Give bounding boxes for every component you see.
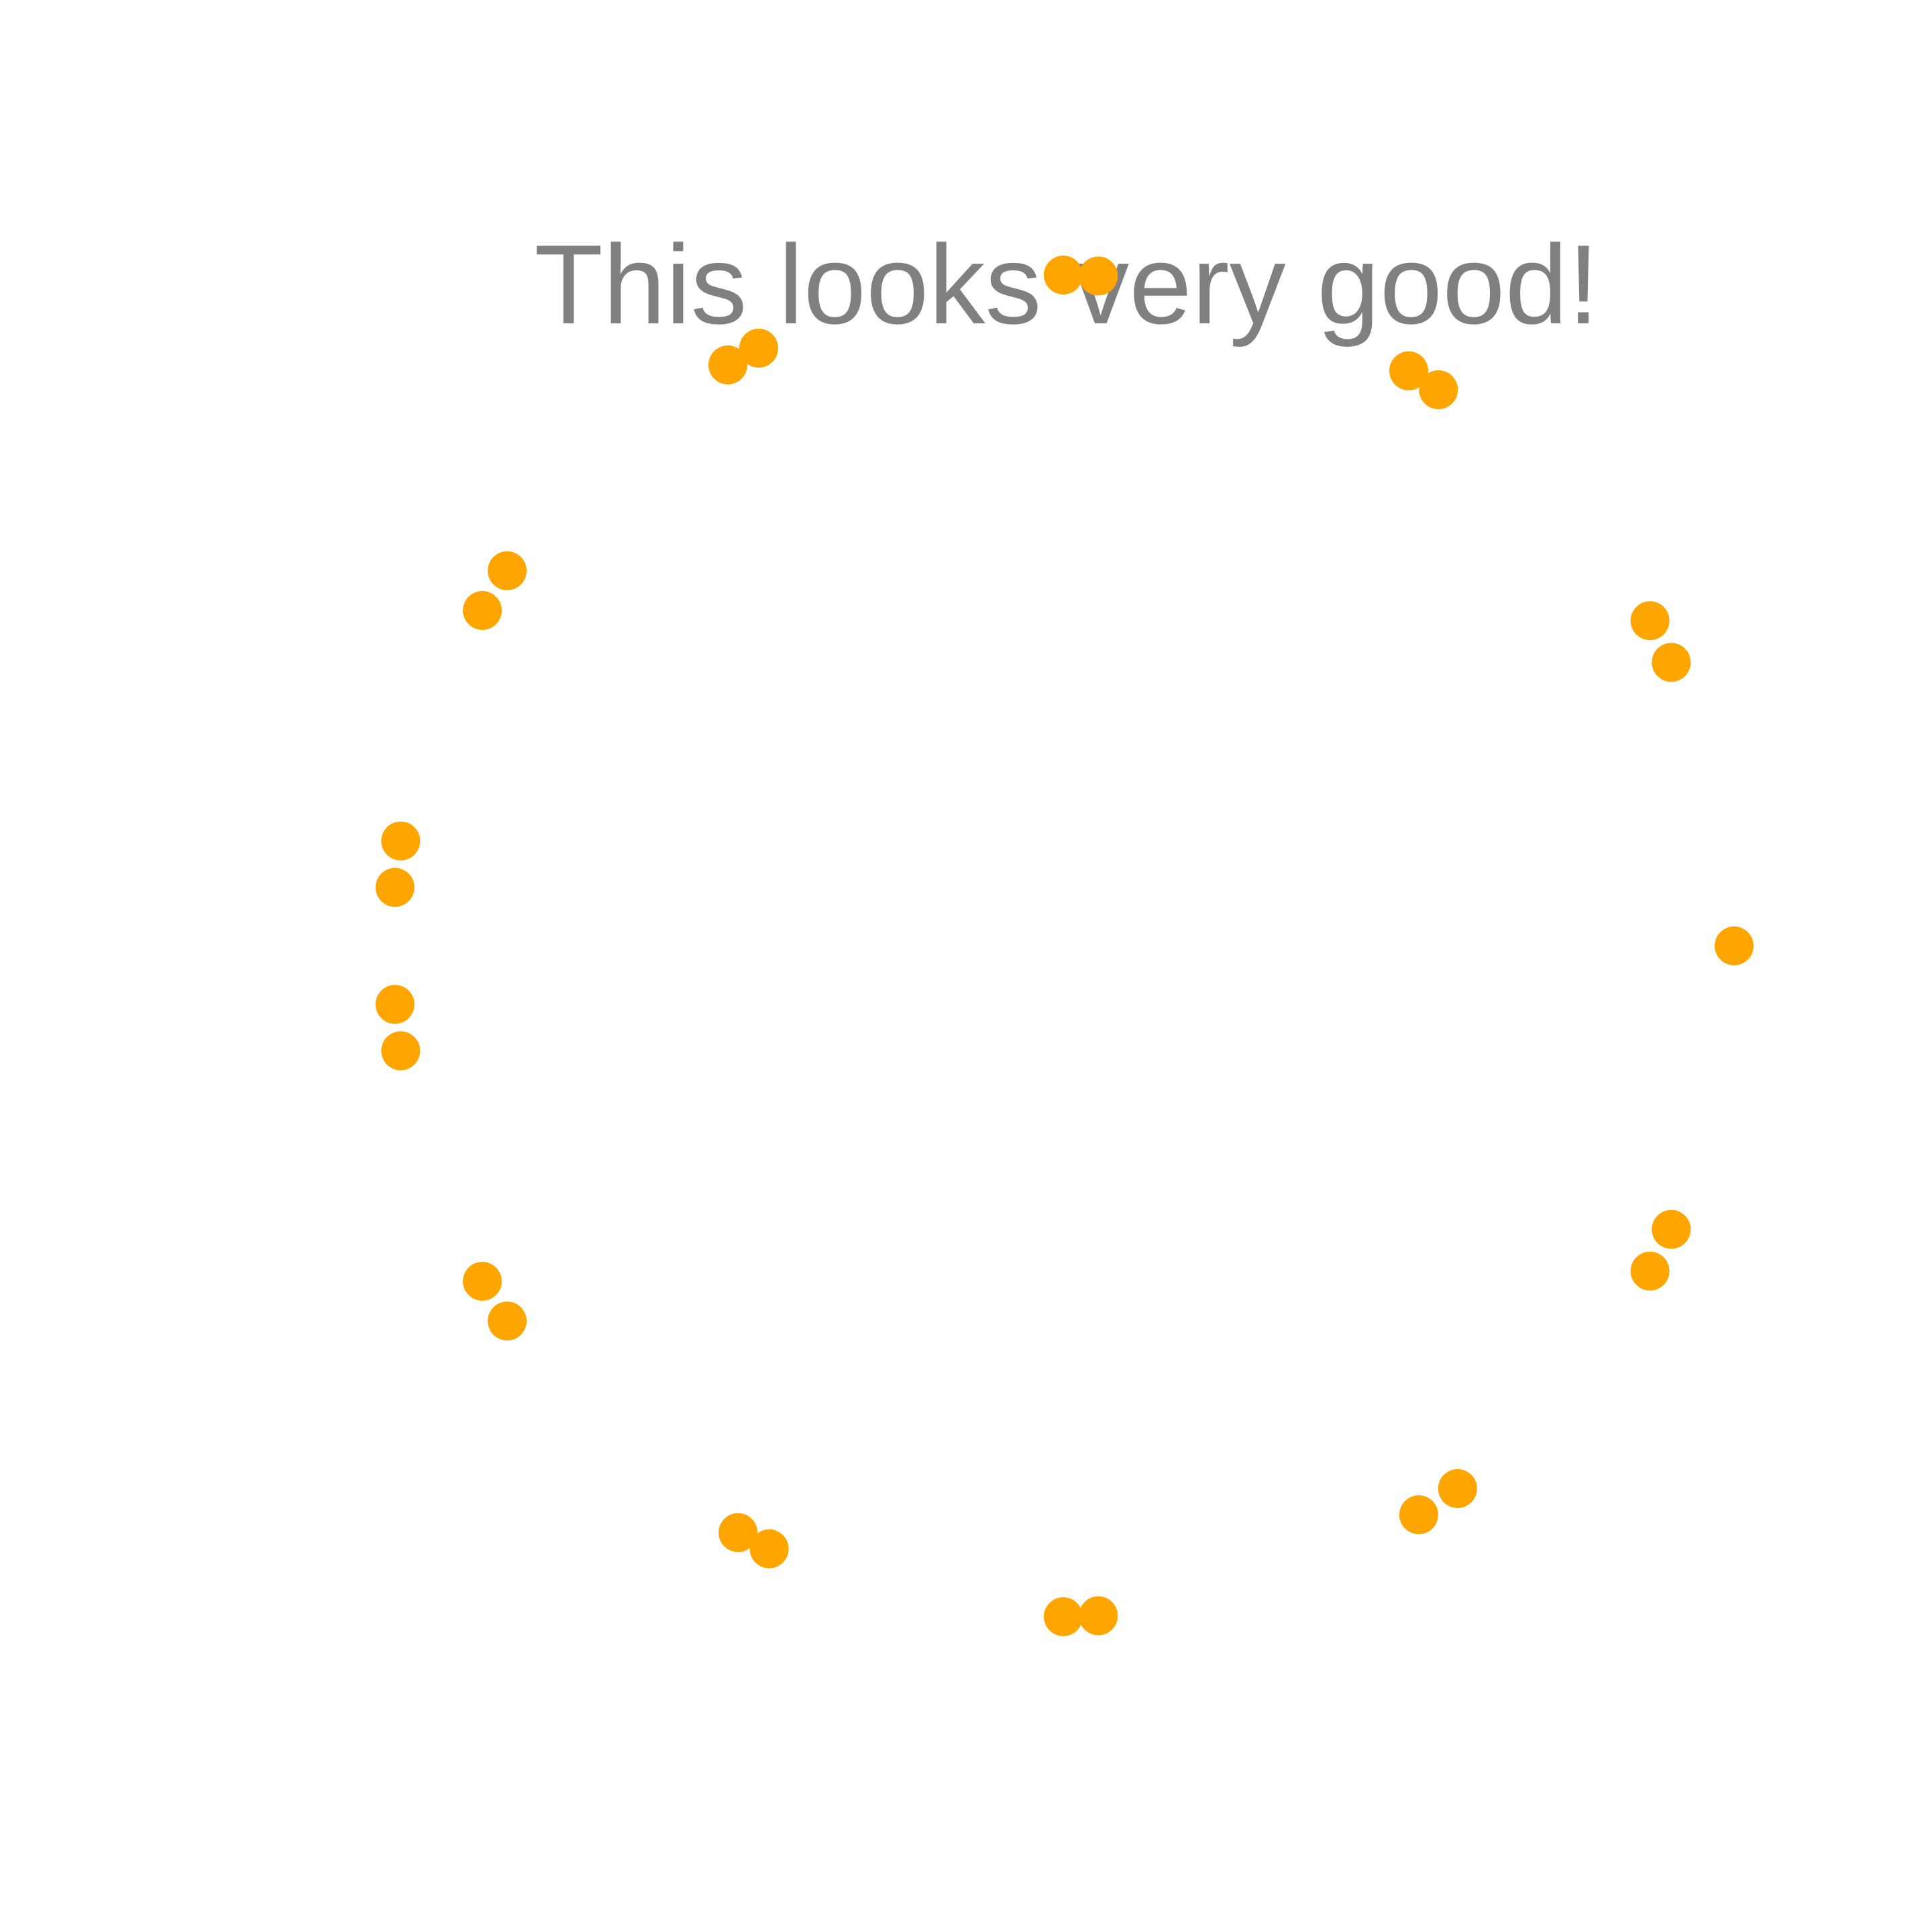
spinner-dot bbox=[488, 551, 527, 590]
spinner-dot bbox=[1389, 351, 1428, 390]
spinner-dot bbox=[739, 329, 778, 368]
spinner-dot bbox=[375, 867, 415, 907]
spinner-dot bbox=[381, 1031, 421, 1071]
spinner-dot bbox=[749, 1529, 789, 1568]
spinner-dot bbox=[1044, 256, 1083, 294]
spinner-dot bbox=[1630, 601, 1670, 641]
spinner-dot bbox=[1079, 256, 1118, 296]
spinner-dot bbox=[463, 591, 502, 630]
spinner-dot bbox=[1652, 643, 1691, 682]
spinner-dot bbox=[1630, 1251, 1670, 1291]
spinner-dot bbox=[463, 1262, 502, 1301]
spinner-dot bbox=[718, 1513, 758, 1552]
spinner-dot bbox=[1715, 926, 1754, 965]
spinner-dot bbox=[1079, 1596, 1118, 1635]
spinner-dot bbox=[375, 985, 415, 1024]
spinner-dot bbox=[1419, 370, 1458, 409]
spinner-dot bbox=[381, 821, 421, 861]
spinner-dot bbox=[1044, 1597, 1083, 1636]
spinner-dot bbox=[488, 1301, 527, 1341]
spinner-dot bbox=[708, 345, 747, 384]
spinner-dot bbox=[1438, 1469, 1477, 1508]
spinner-dot bbox=[1652, 1210, 1691, 1249]
spinner-dot bbox=[1399, 1495, 1438, 1534]
